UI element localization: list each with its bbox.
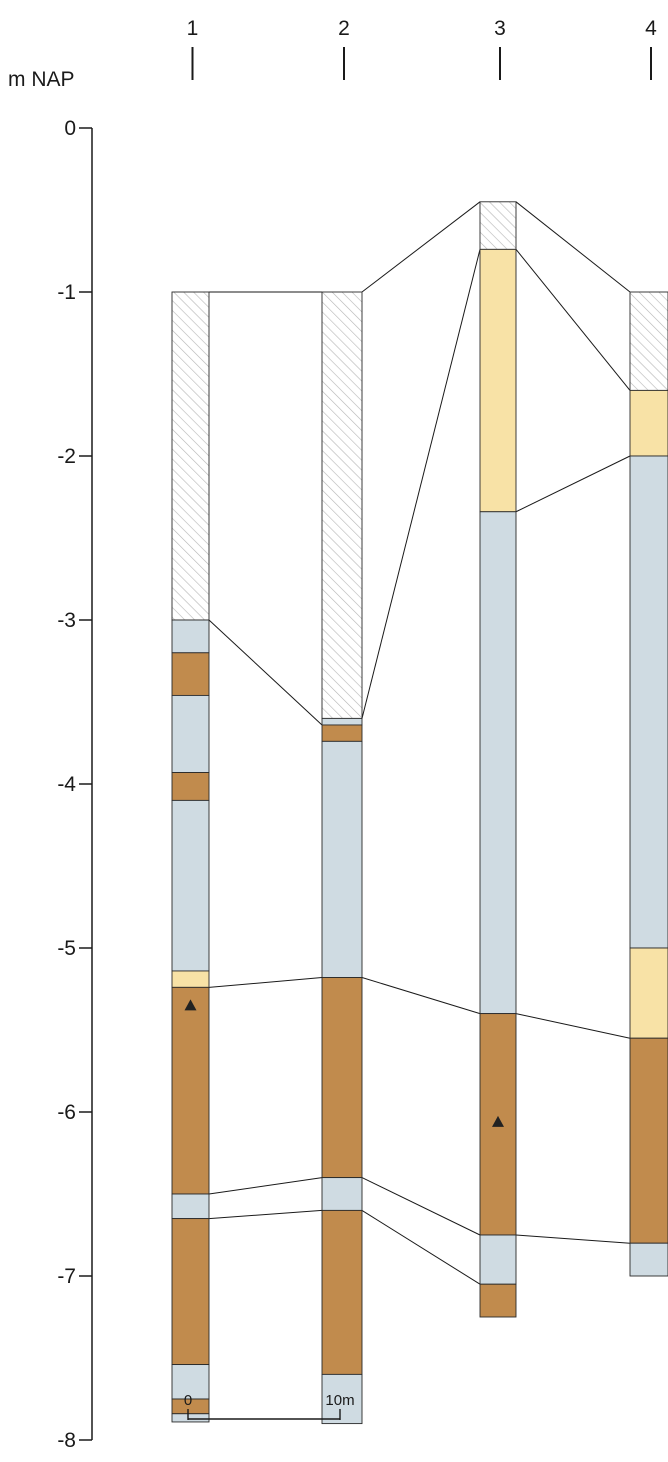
sample-triangle-icon [184, 999, 197, 1011]
correlation-line [515, 1234, 631, 1244]
correlation-line [515, 455, 631, 513]
layer-peat-brown [171, 986, 210, 1195]
layer-hatched [479, 201, 517, 250]
layer-clay-blue [321, 740, 363, 978]
layer-hatched [171, 291, 210, 621]
layer-peat-brown [321, 724, 363, 742]
layer-clay-blue [321, 717, 363, 726]
depth-axis-tick-label: -7 [57, 1265, 76, 1288]
depth-axis-tick-label: 0 [64, 117, 76, 140]
layer-peat-brown [171, 652, 210, 696]
layer-clay-blue [171, 1364, 210, 1400]
layer-clay-blue [171, 799, 210, 972]
layer-clay-blue [321, 1177, 363, 1211]
depth-unit-label: m NAP [8, 68, 75, 91]
layer-peat-brown [171, 772, 210, 801]
correlation-line [361, 1177, 481, 1236]
boring-2: 2 [321, 17, 363, 1425]
layer-clay-blue [321, 1373, 363, 1425]
scale-bar-end-label: 10m [325, 1392, 354, 1409]
boring-number-label: 1 [187, 17, 199, 40]
correlation-line [361, 977, 481, 1015]
correlation-line [361, 249, 481, 719]
depth-axis-tick-label: -5 [57, 937, 76, 960]
depth-axis-tick-label: -1 [57, 281, 76, 304]
layer-clay-blue [629, 455, 668, 949]
boring-number-label: 2 [338, 17, 350, 40]
correlation-line [208, 1177, 323, 1195]
correlation-line [515, 201, 631, 293]
layer-clay-blue [171, 1413, 210, 1423]
correlation-line [515, 1013, 631, 1039]
depth-axis-tick-label: -4 [57, 773, 76, 796]
boring-number-label: 4 [645, 17, 657, 40]
layer-clay-blue [629, 1242, 668, 1277]
correlation-line [208, 977, 323, 988]
layer-clay-blue [479, 1234, 517, 1285]
layer-peat-brown [321, 977, 363, 1179]
layer-sand-yellow [479, 248, 517, 513]
layer-hatched [321, 291, 363, 719]
correlation-line [361, 201, 481, 293]
layer-peat-brown [479, 1283, 517, 1318]
boring-number-label: 3 [494, 17, 506, 40]
layer-peat-brown [171, 1218, 210, 1366]
layer-clay-blue [171, 1193, 210, 1220]
layer-peat-brown [321, 1209, 363, 1375]
scale-bar: 0 10m [184, 1392, 355, 1420]
correlation-lines [208, 201, 631, 1285]
boring-columns: 1 2 3 4 [171, 17, 668, 1425]
scale-bar-start-label: 0 [184, 1392, 192, 1409]
correlation-line [361, 1209, 481, 1285]
layer-sand-yellow [171, 970, 210, 988]
layer-sand-yellow [629, 389, 668, 457]
correlation-line [208, 619, 323, 726]
depth-axis-tick-label: -3 [57, 609, 76, 632]
boring-3: 3 [479, 17, 517, 1318]
layer-clay-blue [171, 619, 210, 654]
layer-clay-blue [171, 694, 210, 773]
depth-axis: 0 -1 -2 -3 -4 -5 -6 -7 -8 [57, 117, 93, 1452]
sample-triangle-icon [492, 1115, 504, 1127]
correlation-line [515, 249, 631, 391]
boring-4: 4 [629, 17, 668, 1277]
correlation-line [208, 1209, 323, 1220]
layer-sand-yellow [629, 947, 668, 1039]
layer-hatched [629, 291, 668, 391]
layer-clay-blue [479, 511, 517, 1015]
depth-axis-tick-label: -8 [57, 1429, 76, 1452]
boring-1: 1 [171, 17, 210, 1423]
depth-axis-tick-label: -2 [57, 445, 76, 468]
layer-peat-brown [629, 1037, 668, 1244]
depth-axis-tick-label: -6 [57, 1101, 76, 1124]
